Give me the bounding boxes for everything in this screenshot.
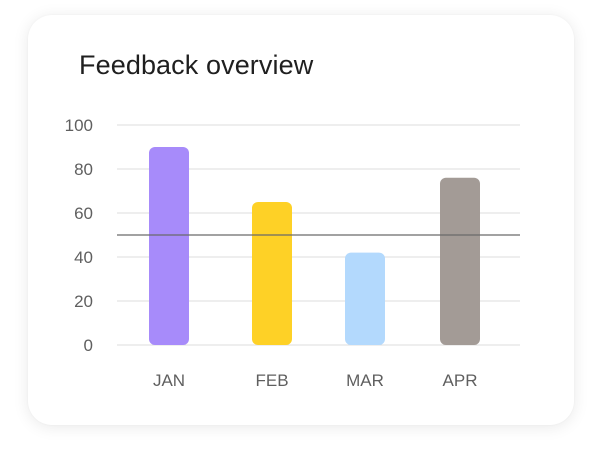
bar-apr [440, 177, 480, 345]
bar-jan [149, 147, 189, 345]
x-tick-label: APR [443, 371, 478, 390]
y-tick-label: 40 [74, 248, 93, 267]
x-axis-labels: JAN FEB MAR APR [153, 371, 478, 390]
y-tick-label: 20 [74, 292, 93, 311]
chart-title: Feedback overview [79, 50, 314, 80]
y-tick-label: 60 [74, 204, 93, 223]
y-tick-label: 0 [84, 336, 93, 355]
y-tick-label: 80 [74, 160, 93, 179]
x-tick-label: FEB [255, 371, 288, 390]
x-tick-label: MAR [346, 371, 384, 390]
bar-chart: 0 20 40 60 80 100 JAN FEB MAR APR [65, 116, 520, 390]
chart-card: Feedback overview 0 20 40 60 80 100 JAN FEB MAR… [28, 15, 574, 425]
bar-feb [252, 202, 292, 345]
x-tick-label: JAN [153, 371, 185, 390]
bar-mar [345, 252, 385, 345]
y-tick-label: 100 [65, 116, 93, 135]
y-axis-ticks: 0 20 40 60 80 100 [65, 116, 93, 355]
bars [149, 147, 480, 345]
